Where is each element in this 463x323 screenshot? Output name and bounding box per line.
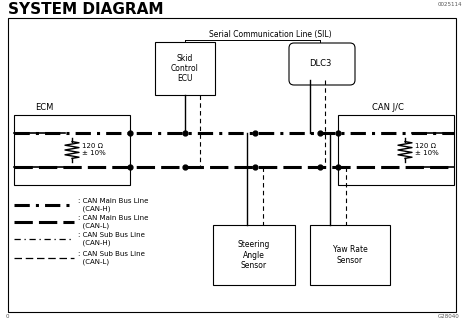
Text: 0025114: 0025114: [437, 2, 461, 7]
Text: 120 Ω
± 10%: 120 Ω ± 10%: [82, 143, 106, 157]
Bar: [14, 115, 130, 185]
Text: : CAN Main Bus Line
  (CAN-L): : CAN Main Bus Line (CAN-L): [78, 215, 148, 229]
Bar: [213, 225, 294, 285]
Bar: [309, 225, 389, 285]
Text: : CAN Main Bus Line
  (CAN-H): : CAN Main Bus Line (CAN-H): [78, 198, 148, 212]
Text: DLC3: DLC3: [308, 59, 331, 68]
Text: CAN J/C: CAN J/C: [371, 103, 403, 112]
Text: G28040: G28040: [438, 314, 459, 319]
Bar: [155, 42, 214, 95]
Text: ECM: ECM: [35, 103, 53, 112]
Text: 0: 0: [6, 314, 9, 319]
Text: : CAN Sub Bus Line
  (CAN-L): : CAN Sub Bus Line (CAN-L): [78, 251, 144, 265]
Text: : CAN Sub Bus Line
  (CAN-H): : CAN Sub Bus Line (CAN-H): [78, 232, 144, 246]
Text: 120 Ω
± 10%: 120 Ω ± 10%: [414, 143, 438, 157]
Text: Serial Communication Line (SIL): Serial Communication Line (SIL): [208, 30, 331, 39]
Text: SYSTEM DIAGRAM: SYSTEM DIAGRAM: [8, 2, 163, 17]
Text: Skid
Control
ECU: Skid Control ECU: [171, 54, 199, 83]
Text: Steering
Angle
Sensor: Steering Angle Sensor: [238, 240, 269, 270]
Bar: [337, 115, 453, 185]
FancyBboxPatch shape: [288, 43, 354, 85]
Text: Yaw Rate
Sensor: Yaw Rate Sensor: [332, 245, 367, 265]
